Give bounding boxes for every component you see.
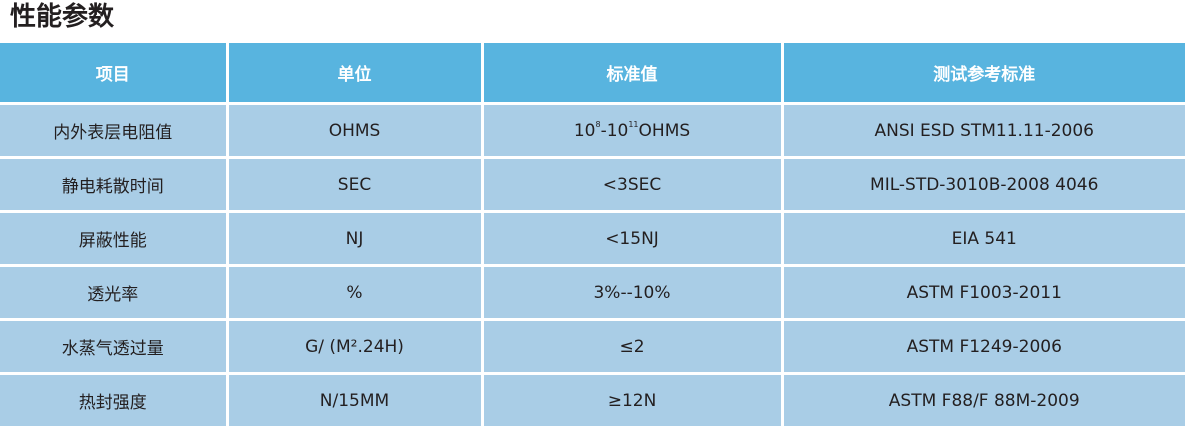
table-row: 水蒸气透过量 G/ (M².24H) ≤2 ASTM F1249-2006 [0,318,1185,375]
cell-item: 热封强度 [0,372,229,429]
cell-reference: ASTM F88/F 88M-2009 [780,372,1185,429]
table-row: 静电耗散时间 SEC <3SEC MIL-STD-3010B-2008 4046 [0,156,1185,213]
std-unit: OHMS [638,121,691,141]
header-item: 项目 [0,43,229,105]
cell-standard: ≥12N [480,372,784,429]
performance-table: 项目 单位 标准值 测试参考标准 内外表层电阻值 OHMS 108-1011OH… [0,43,1185,429]
table-row: 内外表层电阻值 OHMS 108-1011OHMS ANSI ESD STM11… [0,102,1185,159]
std-exp: 8 [595,120,601,129]
cell-reference: ANSI ESD STM11.11-2006 [780,102,1185,159]
header-row: 项目 单位 标准值 测试参考标准 [0,43,1185,105]
table-row: 热封强度 N/15MM ≥12N ASTM F88/F 88M-2009 [0,372,1185,429]
cell-item: 水蒸气透过量 [0,318,229,375]
std-base: 10 [573,121,596,141]
cell-standard: <3SEC [480,156,784,213]
cell-unit: SEC [225,156,484,213]
cell-unit: % [225,264,484,321]
cell-standard: 3%--10% [480,264,784,321]
cell-unit: G/ (M².24H) [225,318,484,375]
cell-standard: 108-1011OHMS [480,102,784,159]
cell-reference: ASTM F1249-2006 [780,318,1185,375]
cell-reference: ASTM F1003-2011 [780,264,1185,321]
cell-unit: N/15MM [225,372,484,429]
page-title: 性能参数 [10,2,115,32]
cell-item: 内外表层电阻值 [0,102,229,159]
header-unit: 单位 [225,43,484,105]
std-base: -10 [600,121,629,141]
cell-standard: <15NJ [480,210,784,267]
header-reference: 测试参考标准 [780,43,1185,105]
cell-reference: MIL-STD-3010B-2008 4046 [780,156,1185,213]
table-row: 透光率% 3%--10% ASTM F1003-2011 [0,264,1185,321]
cell-item: 静电耗散时间 [0,156,229,213]
cell-standard: ≤2 [480,318,784,375]
cell-unit: OHMS [225,102,484,159]
cell-reference: EIA 541 [780,210,1185,267]
header-standard: 标准值 [480,43,784,105]
std-exp: 11 [628,120,639,129]
cell-unit: NJ [225,210,484,267]
cell-item: 透光率 [0,264,229,321]
cell-item: 屏蔽性能 [0,210,229,267]
table-row: 屏蔽性能 NJ <15NJ EIA 541 [0,210,1185,267]
